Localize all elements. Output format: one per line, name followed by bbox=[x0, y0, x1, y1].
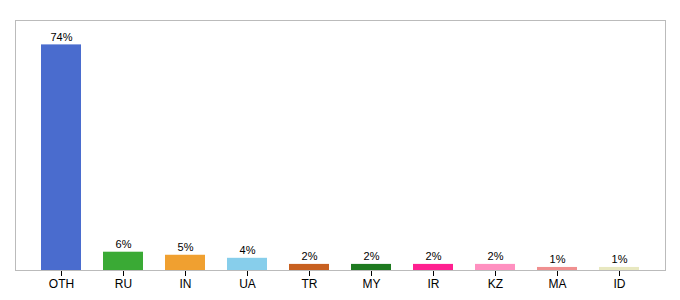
svg-text:RU: RU bbox=[115, 277, 132, 291]
svg-text:2%: 2% bbox=[488, 250, 504, 262]
svg-text:5%: 5% bbox=[178, 241, 194, 253]
svg-text:IR: IR bbox=[428, 277, 440, 291]
svg-text:OTH: OTH bbox=[49, 277, 74, 291]
svg-text:ID: ID bbox=[614, 277, 626, 291]
svg-text:MA: MA bbox=[549, 277, 567, 291]
svg-text:TR: TR bbox=[302, 277, 318, 291]
svg-text:1%: 1% bbox=[550, 253, 566, 265]
svg-text:KZ: KZ bbox=[488, 277, 503, 291]
svg-text:IN: IN bbox=[180, 277, 192, 291]
svg-text:2%: 2% bbox=[364, 250, 380, 262]
svg-text:4%: 4% bbox=[240, 244, 256, 256]
svg-text:74%: 74% bbox=[50, 31, 72, 43]
svg-text:2%: 2% bbox=[302, 250, 318, 262]
svg-text:2%: 2% bbox=[426, 250, 442, 262]
svg-text:UA: UA bbox=[239, 277, 256, 291]
svg-text:1%: 1% bbox=[612, 253, 628, 265]
svg-text:MY: MY bbox=[363, 277, 381, 291]
svg-text:6%: 6% bbox=[116, 238, 132, 250]
